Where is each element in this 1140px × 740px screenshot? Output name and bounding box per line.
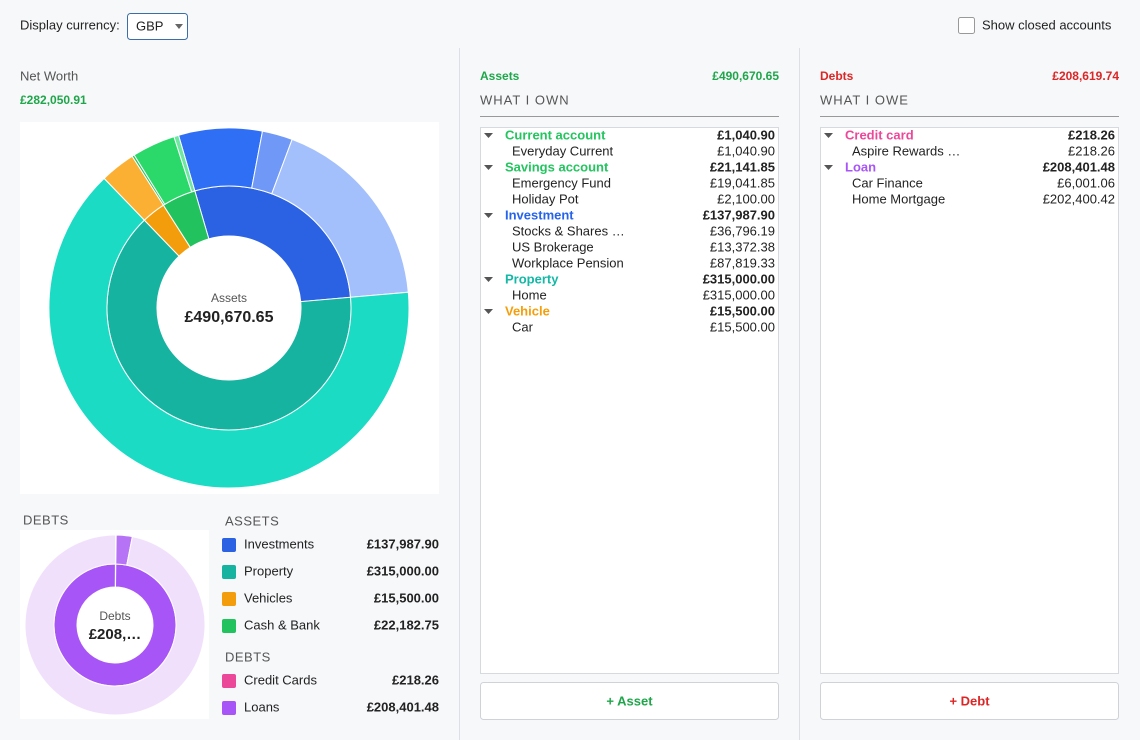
legend-swatch xyxy=(222,619,236,633)
legend-swatch xyxy=(222,538,236,552)
legend-title: DEBTS xyxy=(225,649,271,664)
legend-swatch xyxy=(222,701,236,715)
group-name: Vehicle xyxy=(505,303,550,318)
tree-box xyxy=(820,127,1119,674)
panel-total: £208,619.74 xyxy=(1052,69,1119,83)
group-total: £21,141.85 xyxy=(710,159,775,174)
donut-segment xyxy=(48,177,410,489)
account-name: Emergency Fund xyxy=(512,175,611,190)
add-asset-button[interactable] xyxy=(480,682,779,720)
group-name: Investment xyxy=(505,207,574,222)
legend-value: £15,500.00 xyxy=(374,590,439,605)
select-arrow xyxy=(175,24,183,29)
legend-value: £315,000.00 xyxy=(367,563,439,578)
account-amount: £1,040.90 xyxy=(717,143,775,158)
panel-total: £490,670.65 xyxy=(712,69,779,83)
account-amount: £19,041.85 xyxy=(710,175,775,190)
add-debt-button[interactable] xyxy=(820,682,1119,720)
center-value: £208,… xyxy=(89,626,142,643)
group-name: Property xyxy=(505,271,559,286)
net-worth-label: Net Worth xyxy=(20,68,78,83)
closed-label: Show closed accounts xyxy=(982,17,1112,32)
expand-arrow xyxy=(824,165,833,170)
legend-value: £22,182.75 xyxy=(374,617,439,632)
expand-arrow xyxy=(484,213,493,218)
currency-value: GBP xyxy=(136,18,163,33)
account-name: Aspire Rewards … xyxy=(852,143,960,158)
legend-swatch xyxy=(222,674,236,688)
account-name: Holiday Pot xyxy=(512,191,579,206)
account-name: US Brokerage xyxy=(512,239,594,254)
panel-subtitle: WHAT I OWE xyxy=(820,92,909,107)
center-label: Debts xyxy=(99,609,130,623)
debts-panel: Debts £208,619.74 WHAT I OWE + Debt Cred… xyxy=(820,69,1119,720)
panel-title: Assets xyxy=(480,69,520,83)
account-amount: £218.26 xyxy=(1068,143,1115,158)
account-amount: £315,000.00 xyxy=(703,287,775,302)
legend-label: Loans xyxy=(244,699,280,714)
assets-panel: Assets £490,670.65 WHAT I OWN + Asset Cu… xyxy=(480,69,779,720)
donut-segment xyxy=(173,134,196,193)
net-worth-value: £282,050.91 xyxy=(20,93,87,107)
center-value: £490,670.65 xyxy=(185,309,274,326)
group-total: £15,500.00 xyxy=(710,303,775,318)
account-amount: £15,500.00 xyxy=(710,319,775,334)
panel-title: Debts xyxy=(820,69,854,83)
currency-select[interactable] xyxy=(127,13,188,40)
account-name: Car xyxy=(512,319,534,334)
expand-arrow xyxy=(484,165,493,170)
legend-value: £218.26 xyxy=(392,672,439,687)
group-total: £137,987.90 xyxy=(703,207,775,222)
legend-label: Credit Cards xyxy=(244,672,317,687)
expand-arrow xyxy=(484,277,493,282)
closed-checkbox[interactable] xyxy=(958,17,975,34)
legend-label: Cash & Bank xyxy=(244,617,320,632)
button-label: + Asset xyxy=(606,693,653,708)
legend-label: Investments xyxy=(244,536,315,551)
group-total: £1,040.90 xyxy=(717,127,775,142)
group-total: £218.26 xyxy=(1068,127,1115,142)
debts-chart-title: DEBTS xyxy=(23,512,69,527)
center-label: Assets xyxy=(211,291,247,305)
group-name: Loan xyxy=(845,159,876,174)
account-amount: £6,001.06 xyxy=(1057,175,1115,190)
expand-arrow xyxy=(484,133,493,138)
group-name: Credit card xyxy=(845,127,914,142)
legend-swatch xyxy=(222,592,236,606)
account-name: Workplace Pension xyxy=(512,255,624,270)
button-label: + Debt xyxy=(949,693,990,708)
account-name: Stocks & Shares … xyxy=(512,223,625,238)
legend-title: ASSETS xyxy=(225,513,279,528)
account-name: Home Mortgage xyxy=(852,191,945,206)
account-name: Home xyxy=(512,287,547,302)
legend-label: Vehicles xyxy=(244,590,293,605)
tree-box xyxy=(480,127,779,674)
account-amount: £2,100.00 xyxy=(717,191,775,206)
expand-arrow xyxy=(484,309,493,314)
legend-value: £137,987.90 xyxy=(367,536,439,551)
account-name: Everyday Current xyxy=(512,143,614,158)
group-total: £315,000.00 xyxy=(703,271,775,286)
group-name: Savings account xyxy=(505,159,609,174)
expand-arrow xyxy=(824,133,833,138)
account-name: Car Finance xyxy=(852,175,923,190)
panel-subtitle: WHAT I OWN xyxy=(480,92,570,107)
legend-swatch xyxy=(222,565,236,579)
group-total: £208,401.48 xyxy=(1043,159,1115,174)
legend-label: Property xyxy=(244,563,294,578)
group-name: Current account xyxy=(505,127,606,142)
legend-value: £208,401.48 xyxy=(367,699,439,714)
account-amount: £13,372.38 xyxy=(710,239,775,254)
donut-segment xyxy=(24,534,206,716)
account-amount: £36,796.19 xyxy=(710,223,775,238)
account-amount: £87,819.33 xyxy=(710,255,775,270)
currency-label: Display currency: xyxy=(20,17,120,32)
account-amount: £202,400.42 xyxy=(1043,191,1115,206)
